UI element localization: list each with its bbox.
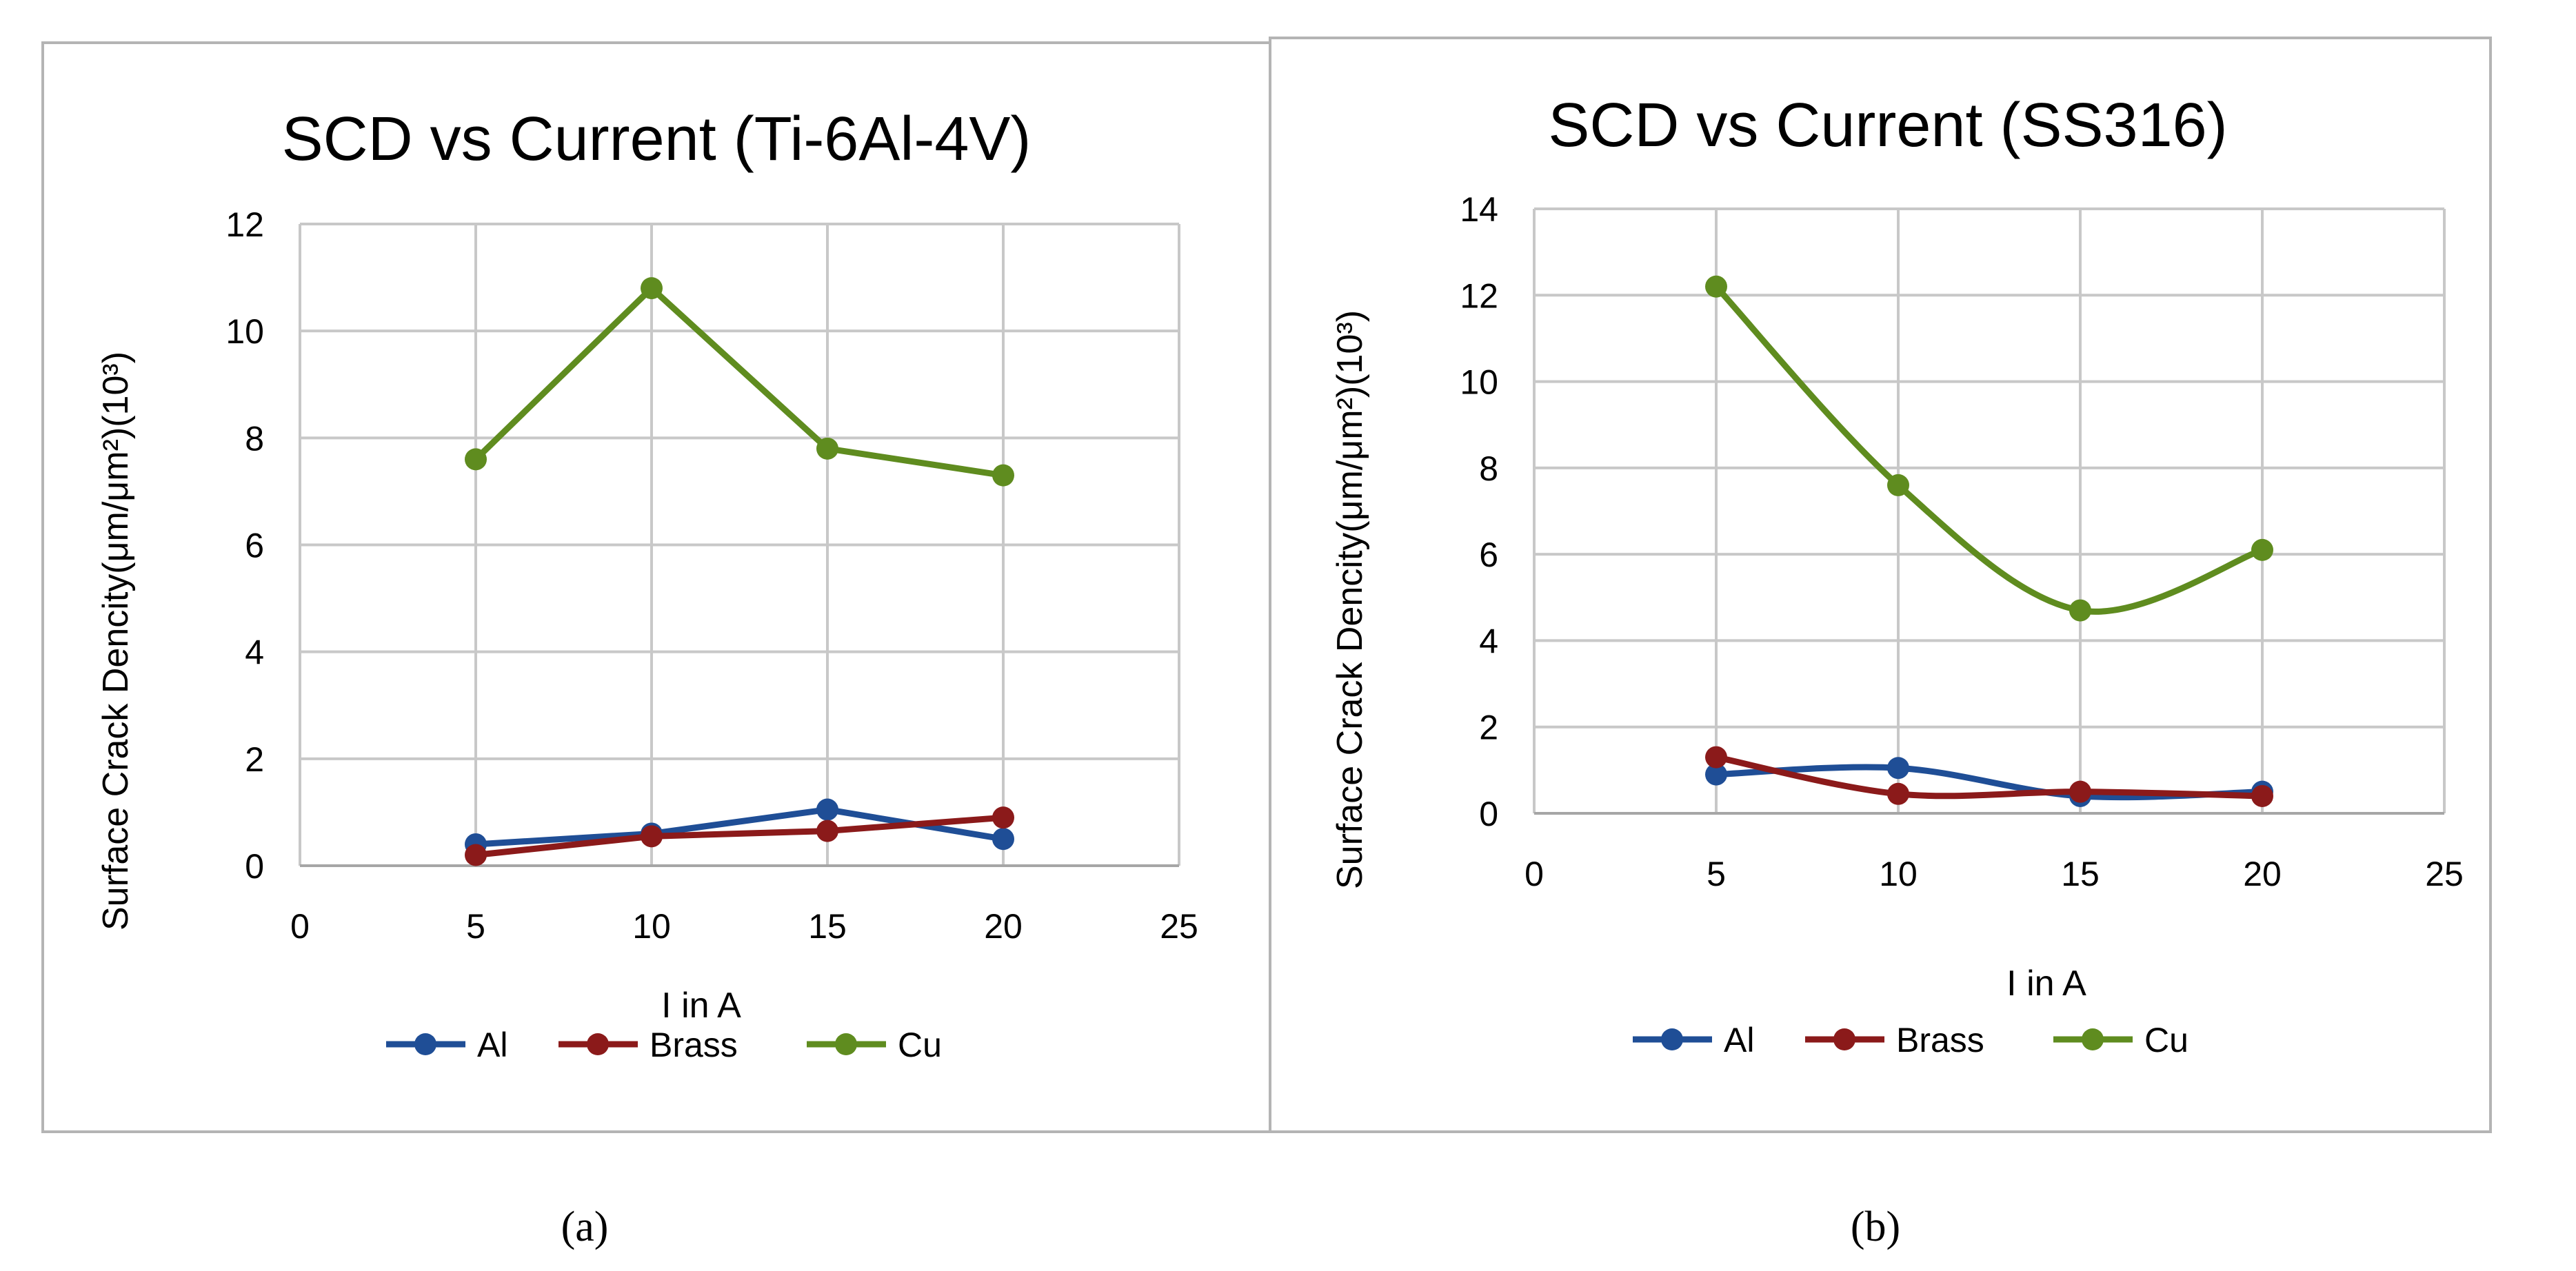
chart-b-point-brass <box>1705 746 1727 769</box>
panel-a-caption: (a) <box>561 1203 609 1250</box>
chart-a-xtick-label: 20 <box>984 907 1023 946</box>
chart-b-title: SCD vs Current (SS316) <box>1548 91 2227 160</box>
chart-b-ytick-label: 2 <box>1479 709 1498 747</box>
chart-b-xtick-label: 10 <box>1879 855 1918 893</box>
chart-b-legend-marker-cu <box>2082 1028 2104 1050</box>
chart-b-legend-label-al: Al <box>1724 1021 1754 1059</box>
chart-a-point-al <box>816 798 838 821</box>
chart-a-ylabel: Surface Crack Dencity(μm/μm²)(10³) <box>96 352 136 931</box>
chart-a-point-brass <box>992 806 1014 829</box>
panel-b-caption: (b) <box>1851 1203 1900 1250</box>
chart-a-xtick-label: 25 <box>1160 907 1198 946</box>
chart-a-ytick-label: 10 <box>225 312 264 351</box>
chart-b-xtick-label: 15 <box>2061 855 2100 893</box>
chart-a-xtick-label: 15 <box>808 907 847 946</box>
chart-a-legend-marker-al <box>414 1033 436 1055</box>
chart-b-ytick-label: 10 <box>1460 363 1498 402</box>
chart-a-point-cu <box>992 464 1014 487</box>
chart-b-ytick-label: 6 <box>1479 536 1498 574</box>
chart-a-point-cu <box>465 448 487 471</box>
chart-b-legend-item-brass: Brass <box>1805 1021 1984 1059</box>
chart-a-ytick-label: 2 <box>245 740 264 779</box>
chart-a-point-cu <box>816 437 838 460</box>
chart-b-legend-label-brass: Brass <box>1896 1021 1984 1059</box>
chart-a-xlabel: I in A <box>661 986 741 1026</box>
chart-b-xtick-label: 0 <box>1525 855 1544 893</box>
chart-b-point-al <box>1887 757 1909 780</box>
chart-a-series-brass <box>465 806 1014 866</box>
chart-a: SCD vs Current (Ti-6Al-4V) I in A Surfac… <box>96 105 1198 1064</box>
chart-b-ytick-label: 0 <box>1479 795 1498 833</box>
chart-a-point-brass <box>816 820 838 842</box>
chart-b-point-brass <box>1887 782 1909 805</box>
chart-a-point-brass <box>465 844 487 866</box>
chart-b-legend: Al Brass Cu <box>1633 1021 2188 1059</box>
chart-b-xtick-label: 5 <box>1707 855 1726 893</box>
chart-b-legend-label-cu: Cu <box>2144 1021 2188 1059</box>
chart-b-legend-marker-brass <box>1833 1028 1855 1050</box>
chart-a-legend-item-al: Al <box>386 1026 507 1064</box>
chart-a-line-brass <box>475 814 1004 858</box>
chart-a-ytick-label: 4 <box>245 633 264 672</box>
chart-b-point-cu <box>2251 538 2273 561</box>
chart-b-legend-marker-al <box>1661 1028 1683 1050</box>
chart-b-legend-item-al: Al <box>1633 1021 1754 1059</box>
chart-a-legend-label-cu: Cu <box>898 1026 942 1064</box>
chart-b-ylabel: Surface Crack Dencity(μm/μm²)(10³) <box>1330 310 1370 889</box>
chart-a-xtick-label: 10 <box>632 907 671 946</box>
chart-a-legend: Al Brass Cu <box>386 1026 942 1064</box>
chart-b-point-brass <box>2069 780 2091 803</box>
panel-b-frame <box>1269 37 2492 1133</box>
chart-a-ytick-label: 6 <box>245 527 264 565</box>
chart-a-legend-label-brass: Brass <box>650 1026 738 1064</box>
chart-a-legend-label-al: Al <box>477 1026 507 1064</box>
chart-a-title: SCD vs Current (Ti-6Al-4V) <box>282 105 1032 174</box>
chart-b-xtick-label: 20 <box>2243 855 2282 893</box>
chart-b: SCD vs Current (SS316) I in A Surface Cr… <box>1330 91 2464 1059</box>
chart-a-legend-item-brass: Brass <box>559 1026 738 1064</box>
chart-a-point-cu <box>641 277 663 300</box>
chart-a-series-cu <box>465 277 1014 487</box>
chart-b-ytick-label: 4 <box>1479 622 1498 660</box>
chart-b-legend-item-cu: Cu <box>2053 1021 2188 1059</box>
chart-b-xtick-label: 25 <box>2425 855 2464 893</box>
chart-a-xtick-label: 0 <box>290 907 310 946</box>
chart-a-point-al <box>992 828 1014 851</box>
chart-b-ytick-label: 8 <box>1479 449 1498 488</box>
chart-a-line-cu <box>473 285 1004 479</box>
chart-a-point-brass <box>641 825 663 848</box>
chart-a-ytick-label: 12 <box>225 205 264 244</box>
chart-b-point-cu <box>2069 599 2091 622</box>
chart-a-ytick-label: 0 <box>245 847 264 886</box>
chart-a-legend-marker-cu <box>835 1033 857 1055</box>
chart-b-point-brass <box>2251 784 2273 807</box>
chart-a-xtick-label: 5 <box>466 907 485 946</box>
chart-b-line-cu <box>1713 284 2264 615</box>
chart-b-point-al <box>1705 763 1727 786</box>
chart-b-point-cu <box>1705 275 1727 298</box>
chart-b-xlabel: I in A <box>2006 964 2086 1004</box>
chart-b-line-brass <box>1715 754 2263 800</box>
chart-a-legend-marker-brass <box>587 1033 609 1055</box>
chart-b-series-brass <box>1705 746 2273 807</box>
chart-b-series-cu <box>1705 275 2273 622</box>
chart-b-ytick-label: 12 <box>1460 276 1498 315</box>
chart-a-legend-item-cu: Cu <box>807 1026 942 1064</box>
chart-b-point-cu <box>1887 474 1909 496</box>
chart-b-ytick-label: 14 <box>1460 190 1498 229</box>
chart-a-ytick-label: 8 <box>245 419 264 458</box>
